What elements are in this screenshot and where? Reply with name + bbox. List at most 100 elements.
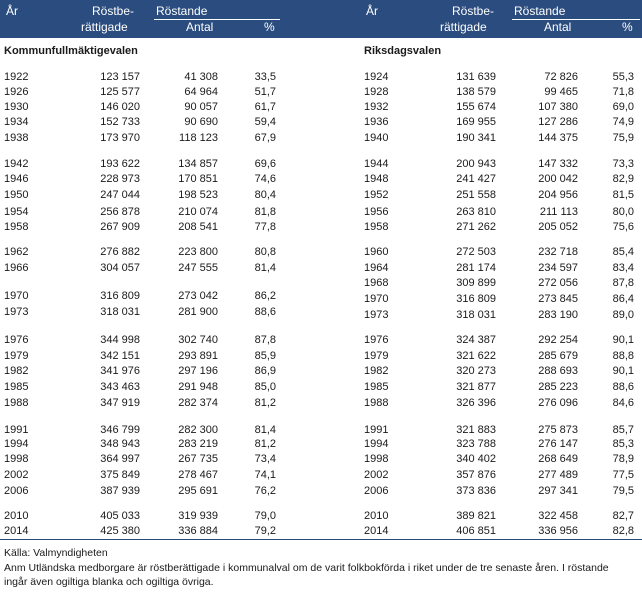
percent-cell: 81,4 xyxy=(254,424,276,436)
voters-cell: 41 308 xyxy=(184,71,218,83)
voters-cell: 288 693 xyxy=(538,365,578,377)
col-year-left: År xyxy=(6,4,18,18)
table-row: 1924 131 639 72 826 55,3 xyxy=(0,70,642,84)
table-row: 1998 364 997 267 735 73,4 xyxy=(0,452,642,466)
eligible-cell: 321 877 xyxy=(456,381,496,393)
eligible-cell: 256 878 xyxy=(100,206,140,218)
table-row: 1994 323 788 276 147 85,3 xyxy=(0,437,642,451)
voters-cell: 277 489 xyxy=(538,469,578,481)
eligible-cell: 406 851 xyxy=(456,525,496,537)
percent-cell: 81,2 xyxy=(254,397,276,409)
table-row: 1973 318 031 283 190 89,0 xyxy=(0,308,642,322)
voters-cell: 208 541 xyxy=(178,221,218,233)
year-cell: 1979 xyxy=(4,350,29,362)
percent-cell: 74,9 xyxy=(612,116,634,128)
table-row: 2010 405 033 319 939 79,0 xyxy=(0,509,642,523)
voters-cell: 107 380 xyxy=(538,101,578,113)
percent-cell: 82,8 xyxy=(612,525,634,537)
voters-cell: 283 219 xyxy=(178,438,218,450)
table-row: 1973 318 031 281 900 88,6 xyxy=(0,305,642,319)
year-cell: 1942 xyxy=(4,158,29,170)
table-row: 1979 342 151 293 891 85,9 xyxy=(0,349,642,363)
footer-source: Källa: Valmyndigheten xyxy=(4,547,108,559)
eligible-cell: 228 973 xyxy=(100,173,140,185)
table-row: 2014 406 851 336 956 82,8 xyxy=(0,524,642,538)
year-cell: 1985 xyxy=(4,381,29,393)
percent-cell: 85,9 xyxy=(254,350,276,362)
voters-cell: 291 948 xyxy=(178,381,218,393)
eligible-cell: 364 997 xyxy=(100,453,140,465)
voters-cell: 198 523 xyxy=(178,189,218,201)
table-row: 1970 316 809 273 845 86,4 xyxy=(0,292,642,306)
year-cell: 1964 xyxy=(364,262,389,274)
eligible-cell: 169 955 xyxy=(456,116,496,128)
voters-cell: 322 458 xyxy=(538,510,578,522)
voters-cell: 281 900 xyxy=(178,306,218,318)
table-bottom-rule xyxy=(0,539,642,540)
eligible-cell: 263 810 xyxy=(456,206,496,218)
eligible-cell: 405 033 xyxy=(100,510,140,522)
voters-cell: 268 649 xyxy=(538,453,578,465)
voting-underline-right xyxy=(512,19,640,20)
year-cell: 1934 xyxy=(4,116,29,128)
eligible-cell: 304 057 xyxy=(100,262,140,274)
year-cell: 1998 xyxy=(364,453,389,465)
voters-cell: 64 964 xyxy=(184,86,218,98)
col-voting-left: Röstande xyxy=(156,4,208,18)
col-eligible-right-line1: Röstbe- xyxy=(452,4,495,18)
voters-cell: 285 223 xyxy=(538,381,578,393)
table-row: 1966 304 057 247 555 81,4 xyxy=(0,261,642,275)
year-cell: 1988 xyxy=(4,397,29,409)
year-cell: 2010 xyxy=(364,510,389,522)
voters-cell: 273 845 xyxy=(538,293,578,305)
year-cell: 1985 xyxy=(364,381,389,393)
eligible-cell: 347 919 xyxy=(100,397,140,409)
footer-note-line1: Anm Utländska medborgare är röstberättig… xyxy=(4,562,609,574)
year-cell: 1944 xyxy=(364,158,389,170)
table-row: 2014 425 380 336 884 79,2 xyxy=(0,524,642,538)
voters-cell: 292 254 xyxy=(538,334,578,346)
eligible-cell: 324 387 xyxy=(456,334,496,346)
footer-note-line2: ingår även ogiltiga blanka och ogiltiga … xyxy=(4,576,214,588)
col-eligible-left-line1: Röstbe- xyxy=(92,4,135,18)
col-eligible-left-line2: rättigade xyxy=(81,20,128,34)
eligible-cell: 316 809 xyxy=(100,290,140,302)
table-row: 2002 375 849 278 467 74,1 xyxy=(0,468,642,482)
year-cell: 2010 xyxy=(4,510,29,522)
year-cell: 1948 xyxy=(364,173,389,185)
table-row: 1938 173 970 118 123 67,9 xyxy=(0,131,642,145)
year-cell: 2002 xyxy=(4,469,29,481)
percent-cell: 87,8 xyxy=(254,334,276,346)
table-row: 2006 373 836 297 341 79,5 xyxy=(0,484,642,498)
voters-cell: 272 056 xyxy=(538,277,578,289)
year-cell: 1924 xyxy=(364,71,389,83)
year-cell: 1946 xyxy=(4,173,29,185)
year-cell: 1950 xyxy=(4,189,29,201)
eligible-cell: 152 733 xyxy=(100,116,140,128)
year-cell: 1936 xyxy=(364,116,389,128)
col-count-right: Antal xyxy=(544,20,572,34)
voters-cell: 99 465 xyxy=(544,86,578,98)
eligible-cell: 321 883 xyxy=(456,424,496,436)
percent-cell: 86,9 xyxy=(254,365,276,377)
table-row: 1964 281 174 234 597 83,4 xyxy=(0,261,642,275)
percent-cell: 88,6 xyxy=(612,381,634,393)
percent-cell: 59,4 xyxy=(254,116,276,128)
percent-cell: 81,4 xyxy=(254,262,276,274)
percent-cell: 80,4 xyxy=(254,189,276,201)
year-cell: 1954 xyxy=(4,206,29,218)
table-row: 1936 169 955 127 286 74,9 xyxy=(0,115,642,129)
table-row: 1982 341 976 297 196 86,9 xyxy=(0,364,642,378)
year-cell: 1991 xyxy=(364,424,389,436)
eligible-cell: 267 909 xyxy=(100,221,140,233)
percent-cell: 71,8 xyxy=(612,86,634,98)
percent-cell: 55,3 xyxy=(612,71,634,83)
table-row: 1979 321 622 285 679 88,8 xyxy=(0,349,642,363)
voters-cell: 282 300 xyxy=(178,424,218,436)
table-row: 1985 343 463 291 948 85,0 xyxy=(0,380,642,394)
eligible-cell: 281 174 xyxy=(456,262,496,274)
percent-cell: 88,6 xyxy=(254,306,276,318)
table-row: 1976 344 998 302 740 87,8 xyxy=(0,333,642,347)
col-year-right: År xyxy=(366,4,378,18)
table-row: 1946 228 973 170 851 74,6 xyxy=(0,172,642,186)
